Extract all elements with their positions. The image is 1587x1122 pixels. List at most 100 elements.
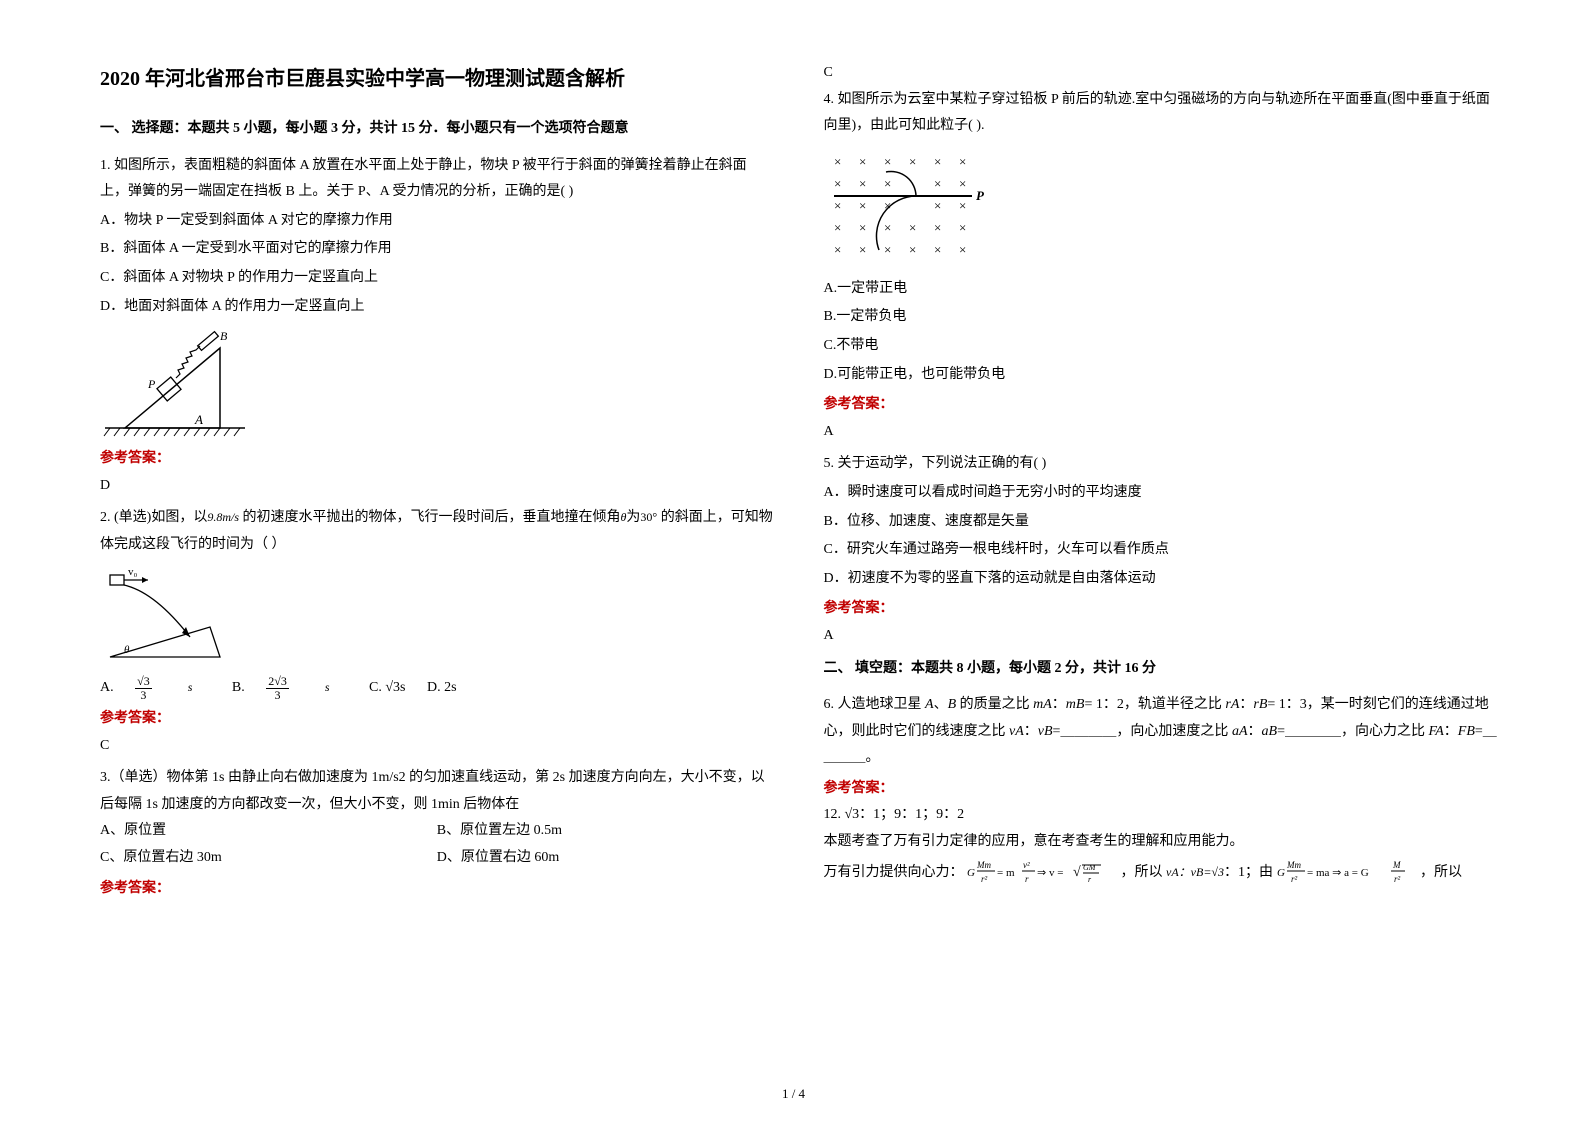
q4-opt-a: A.一定带正电 xyxy=(824,276,1498,303)
svg-text:×: × xyxy=(859,154,866,169)
svg-text:×: × xyxy=(834,198,841,213)
svg-text:×: × xyxy=(934,220,941,235)
q2-opt-b: B. 2√33s xyxy=(232,680,351,695)
svg-text:= ma ⇒ a = G: = ma ⇒ a = G xyxy=(1307,867,1369,879)
svg-text:r: r xyxy=(1088,875,1092,884)
svg-text:×: × xyxy=(884,220,891,235)
q1-fig-label-p: P xyxy=(147,377,156,391)
svg-text:GM: GM xyxy=(1083,863,1097,872)
q2-figure: v₀ θ xyxy=(100,567,774,667)
q3-opt-c: C、原位置右边 30m xyxy=(100,845,437,872)
page-title: 2020 年河北省邢台市巨鹿县实验中学高一物理测试题含解析 xyxy=(100,60,774,98)
question-3: 3.（单选）物体第 1s 由静止向右做加速度为 1m/s2 的匀加速直线运动，第… xyxy=(100,765,774,902)
answer-label: 参考答案： xyxy=(100,876,774,903)
q4-stem: 4. 如图所示为云室中某粒子穿过铅板 P 前后的轨迹.室中匀强磁场的方向与轨迹所… xyxy=(824,87,1498,140)
answer-label: 参考答案： xyxy=(100,446,774,473)
q6-stem: 6. 人造地球卫星 A、B 的质量之比 mA：mB= 1：2，轨道半径之比 rA… xyxy=(824,692,1498,772)
svg-text:×: × xyxy=(934,198,941,213)
svg-text:r: r xyxy=(1025,874,1029,884)
question-1: 1. 如图所示，表面粗糙的斜面体 A 放置在水平面上处于静止，物块 P 被平行于… xyxy=(100,153,774,500)
svg-text:×: × xyxy=(834,154,841,169)
svg-text:×: × xyxy=(859,198,866,213)
q5-opt-d: D．初速度不为零的竖直下落的运动就是自由落体运动 xyxy=(824,566,1498,593)
formula-icon: G Mm r² = m v² r ⇒ v = √ GM r xyxy=(967,856,1117,890)
svg-text:×: × xyxy=(834,176,841,191)
q2-fig-theta: θ xyxy=(124,644,130,656)
formula-icon: G Mm r² = ma ⇒ a = G M r² xyxy=(1277,856,1417,890)
q5-opt-b: B．位移、加速度、速度都是矢量 xyxy=(824,509,1498,536)
q1-fig-label-a: A xyxy=(194,412,203,427)
q2-expr: 9.8m/s xyxy=(207,510,239,524)
q3-opt-a: A、原位置 xyxy=(100,818,437,845)
svg-text:×: × xyxy=(859,176,866,191)
q2-stem-b: 的初速度水平抛出的物体，飞行一段时间后，垂直地撞在倾角 xyxy=(239,510,621,525)
svg-text:×: × xyxy=(909,242,916,257)
section-1-head: 一、 选择题：本题共 5 小题，每小题 3 分，共计 15 分．每小题只有一个选… xyxy=(100,116,774,143)
svg-text:×: × xyxy=(834,242,841,257)
q3-opt-d: D、原位置右边 60m xyxy=(437,845,774,872)
svg-text:Mm: Mm xyxy=(976,860,991,870)
svg-text:×: × xyxy=(909,220,916,235)
svg-text:×: × xyxy=(884,154,891,169)
answer-label: 参考答案： xyxy=(824,596,1498,623)
q2-opt-d: D. 2s xyxy=(427,680,457,695)
q4-figure: ×××××× ××××× ××××× ×××××× ×××××× P xyxy=(824,148,1498,268)
svg-text:×: × xyxy=(859,220,866,235)
q2-opt-a: A. √33s xyxy=(100,680,214,695)
q2-stem: 2. (单选)如图，以9.8m/s 的初速度水平抛出的物体，飞行一段时间后，垂直… xyxy=(100,505,774,558)
q2-stem-a: 2. (单选)如图，以 xyxy=(100,510,207,525)
section-2-head: 二、 填空题：本题共 8 小题，每小题 2 分，共计 16 分 xyxy=(824,656,1498,683)
question-4: 4. 如图所示为云室中某粒子穿过铅板 P 前后的轨迹.室中匀强磁场的方向与轨迹所… xyxy=(824,87,1498,446)
answer-label: 参考答案： xyxy=(100,706,774,733)
q5-answer: A xyxy=(824,623,1498,650)
svg-text:×: × xyxy=(959,242,966,257)
q3-answer: C xyxy=(824,60,1498,87)
svg-text:Mm: Mm xyxy=(1286,860,1301,870)
q5-opt-c: C．研究火车通过路旁一根电线杆时，火车可以看作质点 xyxy=(824,537,1498,564)
q3-opt-b: B、原位置左边 0.5m xyxy=(437,818,774,845)
svg-text:⇒ v =: ⇒ v = xyxy=(1037,867,1063,879)
q1-fig-label-b: B xyxy=(220,329,228,343)
question-2: 2. (单选)如图，以9.8m/s 的初速度水平抛出的物体，飞行一段时间后，垂直… xyxy=(100,505,774,759)
svg-text:×: × xyxy=(859,242,866,257)
q4-opt-b: B.一定带负电 xyxy=(824,304,1498,331)
question-6: 6. 人造地球卫星 A、B 的质量之比 mA：mB= 1：2，轨道半径之比 rA… xyxy=(824,692,1498,890)
svg-text:×: × xyxy=(909,154,916,169)
svg-text:G: G xyxy=(967,867,975,879)
q6-ans-line2: 本题考查了万有引力定律的应用，意在考查考生的理解和应用能力。 xyxy=(824,829,1498,856)
q1-opt-d: D．地面对斜面体 A 的作用力一定竖直向上 xyxy=(100,294,774,321)
q4-opt-c: C.不带电 xyxy=(824,333,1498,360)
svg-text:×: × xyxy=(884,242,891,257)
q4-fig-p: P xyxy=(976,188,985,203)
svg-text:M: M xyxy=(1392,860,1401,870)
q6-ans-line3: 万有引力提供向心力： G Mm r² = m v² r ⇒ v = √ GM r xyxy=(824,856,1498,890)
q2-stem-c: 为 xyxy=(626,510,640,525)
q1-opt-b: B．斜面体 A 一定受到水平面对它的摩擦力作用 xyxy=(100,236,774,263)
q1-opt-c: C．斜面体 A 对物块 P 的作用力一定竖直向上 xyxy=(100,265,774,292)
svg-text:×: × xyxy=(934,154,941,169)
svg-text:×: × xyxy=(959,176,966,191)
q1-stem: 1. 如图所示，表面粗糙的斜面体 A 放置在水平面上处于静止，物块 P 被平行于… xyxy=(100,153,774,206)
svg-text:r²: r² xyxy=(1291,874,1298,884)
svg-text:×: × xyxy=(884,176,891,191)
svg-text:√: √ xyxy=(1073,865,1081,880)
svg-text:×: × xyxy=(934,242,941,257)
page-footer: 1 / 4 xyxy=(0,1086,1587,1102)
svg-text:G: G xyxy=(1277,867,1285,879)
svg-text:×: × xyxy=(959,198,966,213)
q4-opt-d: D.可能带正电，也可能带负电 xyxy=(824,362,1498,389)
svg-text:= m: = m xyxy=(997,867,1015,879)
q6-ans-line1: 12. √3：1；9：1；9：2 xyxy=(824,802,1498,829)
q1-answer: D xyxy=(100,473,774,500)
question-5: 5. 关于运动学，下列说法正确的有( ) A．瞬时速度可以看成时间趋于无穷小时的… xyxy=(824,451,1498,649)
q4-answer: A xyxy=(824,419,1498,446)
answer-label: 参考答案： xyxy=(824,392,1498,419)
q2-options: A. √33s B. 2√33s C. √3s D. 2s xyxy=(100,675,774,703)
svg-text:r²: r² xyxy=(1394,874,1401,884)
answer-label: 参考答案： xyxy=(824,776,1498,803)
svg-text:×: × xyxy=(934,176,941,191)
q1-figure: A P B xyxy=(100,328,774,438)
q5-stem: 5. 关于运动学，下列说法正确的有( ) xyxy=(824,451,1498,478)
svg-text:r²: r² xyxy=(981,874,988,884)
svg-text:v²: v² xyxy=(1023,860,1030,870)
